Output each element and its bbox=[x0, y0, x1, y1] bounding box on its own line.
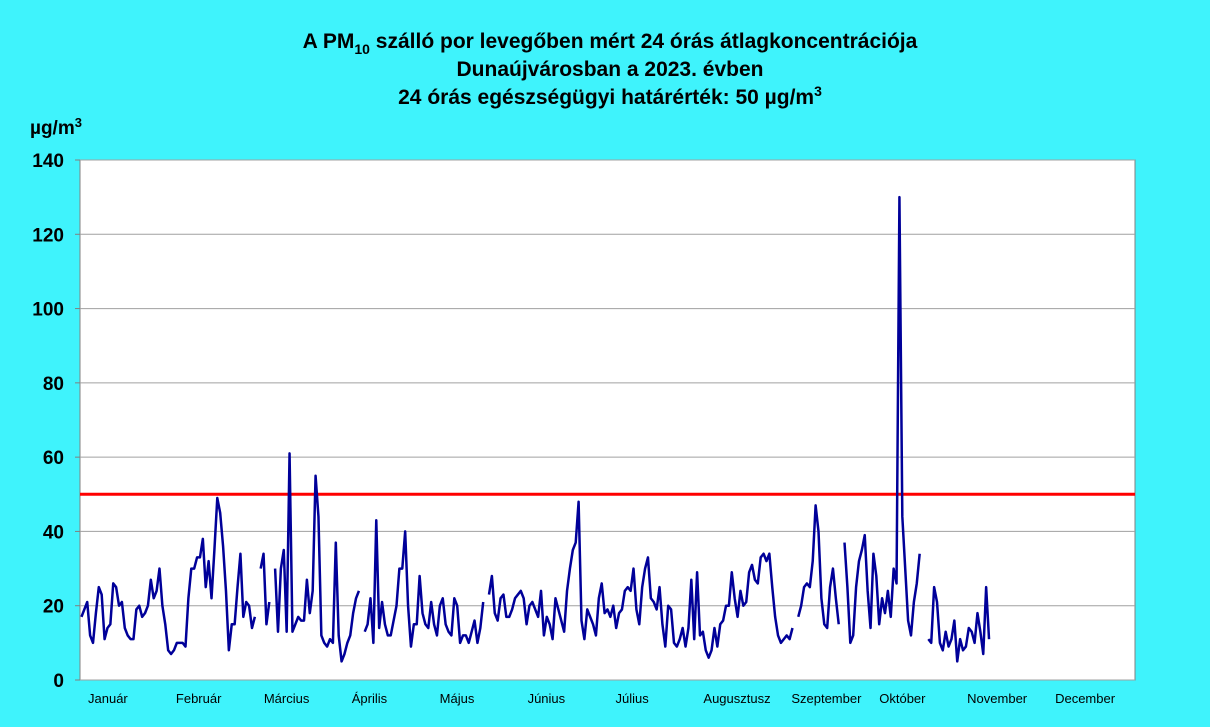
title-subscript: 10 bbox=[354, 41, 370, 57]
unit-text: µg/m bbox=[30, 118, 75, 139]
x-tick-label: Július bbox=[616, 691, 650, 706]
x-tick-label: December bbox=[1055, 691, 1116, 706]
y-tick-label: 120 bbox=[32, 225, 64, 246]
x-tick-label: Január bbox=[88, 691, 128, 706]
title-text: szálló por levegőben mért 24 órás átlagk… bbox=[370, 30, 918, 53]
y-tick-label: 140 bbox=[32, 151, 64, 172]
title-text: A PM bbox=[303, 30, 355, 53]
title-line-1: A PM10 szálló por levegőben mért 24 órás… bbox=[303, 30, 918, 57]
x-tick-label: Szeptember bbox=[791, 691, 862, 706]
data-line bbox=[80, 195, 991, 663]
y-tick-label: 40 bbox=[43, 522, 64, 543]
x-tick-label: Május bbox=[440, 691, 475, 706]
x-tick-label: Április bbox=[352, 691, 388, 706]
x-tick-label: Augusztusz bbox=[703, 691, 770, 706]
title-text: 24 órás egészségügyi határérték: 50 µg/m bbox=[398, 86, 814, 109]
title-line-2: Dunaújvárosban a 2023. évben bbox=[457, 58, 764, 81]
title-superscript: 3 bbox=[814, 83, 822, 99]
title-line-3: 24 órás egészségügyi határérték: 50 µg/m… bbox=[398, 83, 822, 109]
x-tick-label: Március bbox=[264, 691, 310, 706]
y-tick-label: 0 bbox=[53, 671, 64, 692]
y-axis-label: µg/m3 bbox=[30, 115, 82, 139]
x-tick-label: Február bbox=[176, 691, 222, 706]
plot-area bbox=[79, 159, 1136, 681]
y-tick-label: 20 bbox=[43, 597, 64, 618]
unit-superscript: 3 bbox=[75, 115, 82, 130]
x-tick-label: Június bbox=[528, 691, 566, 706]
x-tick-label: November bbox=[967, 691, 1028, 706]
y-tick-label: 100 bbox=[32, 300, 64, 321]
y-tick-label: 80 bbox=[43, 374, 64, 395]
y-tick-label: 60 bbox=[43, 448, 64, 469]
x-tick-label: Október bbox=[879, 691, 926, 706]
